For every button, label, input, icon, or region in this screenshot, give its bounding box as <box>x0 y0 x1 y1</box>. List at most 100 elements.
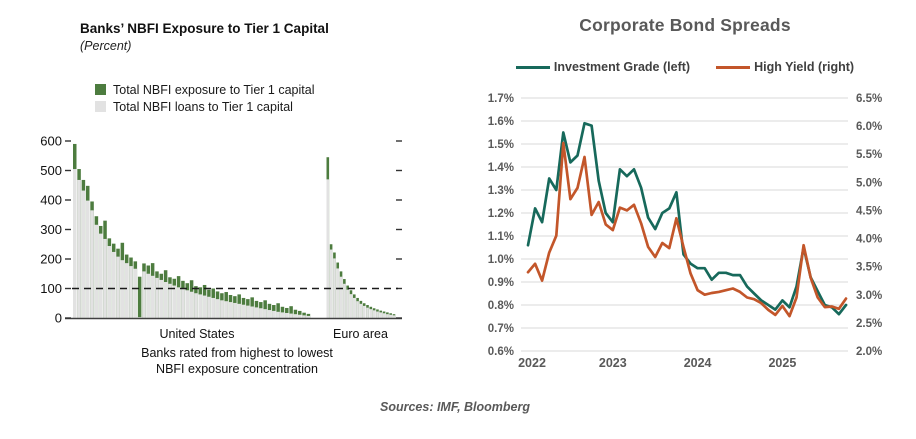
bar-exposure <box>293 309 298 318</box>
bar-loans <box>198 294 202 318</box>
bar-loans <box>224 301 228 318</box>
left-axis-tick-label: 1.6% <box>488 116 514 128</box>
bar-loans <box>306 315 311 318</box>
bar-loans <box>356 301 359 318</box>
bar-loans <box>111 251 116 318</box>
y-axis-tick-label: 600 <box>40 134 62 149</box>
bar-loans <box>386 314 389 318</box>
bar-loans <box>246 305 250 318</box>
bar-loans <box>133 268 138 318</box>
right-axis-tick-label: 4.5% <box>856 205 882 217</box>
bar-loans <box>211 297 215 318</box>
left-chart-axes: 0 100 200 300 400 500 600 <box>40 134 402 326</box>
bar-loans <box>215 299 220 318</box>
bar-exposure <box>276 303 280 318</box>
bar-loans <box>336 268 340 318</box>
y-axis-tick-label: 100 <box>40 281 62 296</box>
bar-loans <box>326 179 330 318</box>
bar-loans <box>285 312 289 318</box>
group-label-euro-area: Euro area <box>333 327 388 341</box>
bar-loans <box>228 302 233 318</box>
right-axis-tick-label: 3.0% <box>856 290 882 302</box>
bar-loans <box>176 287 181 318</box>
bar-loans <box>241 304 246 318</box>
left-axis-tick-label: 1.2% <box>488 208 514 220</box>
bar-loans <box>329 249 333 318</box>
left-axis-tick-label: 1.0% <box>488 254 514 266</box>
right-chart-grid: 1.7% 1.6% 1.5% 1.4% 1.3% 1.2% 1.1% 1.0% 0.9% 0.8%… <box>488 93 882 370</box>
bar-loans <box>362 305 366 318</box>
right-axis-tick-label: 2.5% <box>856 318 882 330</box>
y-axis-tick-label: 200 <box>40 252 62 267</box>
bar-loans <box>142 271 146 318</box>
bar-loans <box>116 256 120 318</box>
bar-loans <box>366 307 369 318</box>
x-axis-year-label: 2022 <box>518 356 546 370</box>
bar-loans <box>220 300 224 318</box>
bar-loans <box>155 277 159 318</box>
left-axis-tick-label: 0.6% <box>488 346 514 358</box>
nbfi-bars <box>73 143 396 319</box>
exposure-swatch <box>95 84 106 95</box>
bar-exposure <box>289 306 293 318</box>
legend-label-high-yield: High Yield (right) <box>754 60 855 74</box>
bar-exposure <box>285 307 289 318</box>
left-axis-tick-label: 1.3% <box>488 185 514 197</box>
bar-loans <box>298 314 302 318</box>
us-bars <box>73 143 311 318</box>
bar-loans <box>98 233 103 318</box>
left-axis-tick-label: 0.9% <box>488 277 514 289</box>
bar-loans <box>293 314 298 318</box>
bar-exposure <box>302 312 306 318</box>
bar-exposure <box>137 276 142 318</box>
bar-loans <box>263 309 267 318</box>
high-yield-line <box>526 141 848 318</box>
euro-bars <box>326 157 396 319</box>
bar-loans <box>254 307 259 318</box>
bar-loans <box>352 297 356 318</box>
right-axis-tick-label: 2.0% <box>856 346 882 358</box>
bar-loans <box>237 303 241 318</box>
right-chart-title: Corporate Bond Spreads <box>579 15 791 35</box>
left-chart-title: Banks’ NBFI Exposure to Tier 1 Capital <box>80 21 329 36</box>
bar-exposure <box>298 310 302 318</box>
bar-loans <box>137 317 142 318</box>
caption-line-1: Banks rated from highest to lowest <box>141 346 333 360</box>
bar-loans <box>189 291 194 318</box>
left-axis-tick-label: 1.7% <box>488 93 514 105</box>
legend-item-loans: Total NBFI loans to Tier 1 capital <box>95 98 314 115</box>
bar-exposure <box>306 313 311 318</box>
bar-loans <box>272 310 276 318</box>
x-axis-year-label: 2024 <box>684 356 712 370</box>
bar-loans <box>124 263 129 318</box>
y-axis-tick-label: 400 <box>40 193 62 208</box>
bar-loans <box>389 314 392 318</box>
bar-loans <box>194 293 198 318</box>
bar-loans <box>259 308 263 318</box>
left-chart-legend: Total NBFI exposure to Tier 1 capital To… <box>95 81 314 115</box>
y-axis-tick-label: 300 <box>40 222 62 237</box>
left-axis-tick-label: 1.5% <box>488 139 514 151</box>
left-axis-tick-label: 1.1% <box>488 231 514 243</box>
bar-loans <box>372 310 376 318</box>
bar-loans <box>73 169 77 318</box>
bar-loans <box>207 296 211 318</box>
right-axis-tick-label: 5.5% <box>856 149 882 161</box>
high-yield-swatch <box>716 65 751 69</box>
x-axis-year-label: 2023 <box>599 356 627 370</box>
investment-grade-swatch <box>515 65 550 69</box>
bar-loans <box>146 273 151 318</box>
x-axis-year-label: 2025 <box>768 356 796 370</box>
left-chart-caption: Banks rated from highest to lowest NBFI … <box>87 345 387 377</box>
group-label-united-states: United States <box>159 327 235 341</box>
bar-loans <box>289 313 293 318</box>
legend-label-investment-grade: Investment Grade (left) <box>553 60 691 74</box>
y-axis-tick-label: 500 <box>40 163 62 178</box>
left-axis-tick-label: 0.7% <box>488 323 514 335</box>
bar-loans <box>359 303 363 318</box>
bar-loans <box>163 282 168 318</box>
bar-loans <box>280 312 285 318</box>
loans-swatch <box>95 101 106 112</box>
bar-loans <box>276 311 280 318</box>
